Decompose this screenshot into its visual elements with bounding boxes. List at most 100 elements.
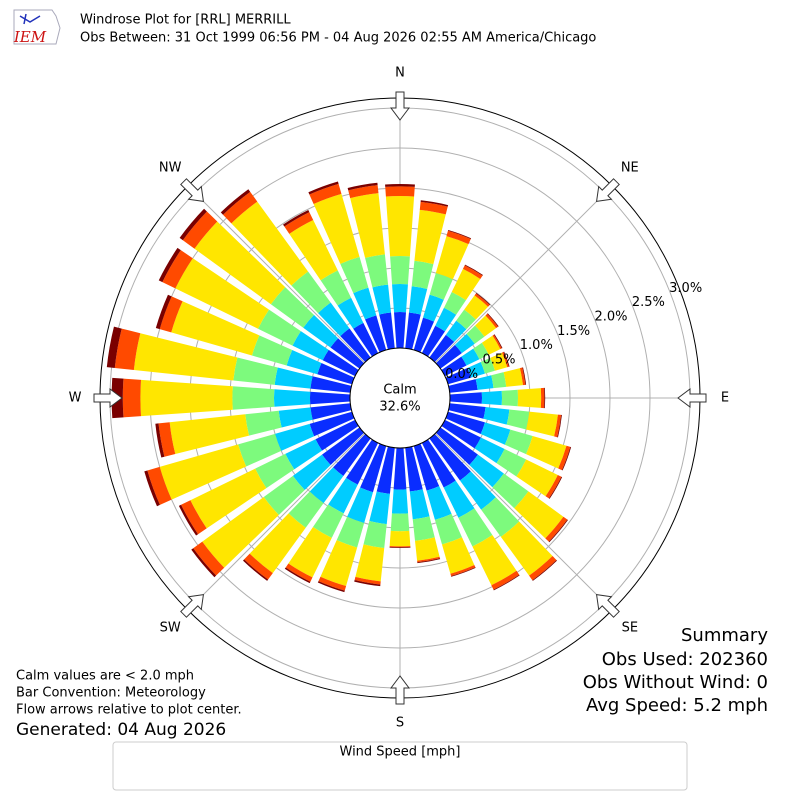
bar-segment [243,559,269,581]
bar-segment [175,258,270,329]
bar-segment [442,537,475,574]
bar-segment [481,335,501,355]
grid-spoke [187,433,365,611]
bar-segment [491,372,507,389]
bar-segment [286,350,322,375]
bar-segment [140,379,233,417]
bar-segment [318,302,350,337]
note: Calm values are < 2.0 mph [16,669,194,684]
flow-arrow [93,388,123,408]
calm-label: Calm [383,383,416,398]
bar-segment [292,331,329,361]
compass-label: NW [159,161,182,176]
bar-segment [448,403,486,419]
flow-arrow [677,388,707,408]
bar-segment [178,504,199,536]
calm-value: 32.6% [379,400,420,415]
bar-segment [544,387,546,409]
bar-segment [379,312,395,350]
bar-segment [385,195,415,257]
chart-subtitle: Obs Between: 31 Oct 1999 06:56 PM - 04 A… [80,31,596,46]
bar-segment [466,325,485,344]
bar-segment [162,250,193,289]
r-tick-label: 2.5% [632,295,665,310]
summary-line: Obs Used: 202360 [602,649,768,670]
bar-segment [289,220,338,281]
bar-segment [526,436,567,469]
r-tick-label: 1.0% [520,338,553,353]
chart-title: Windrose Plot for [RRL] MERRILL [80,13,291,28]
bar-segment [417,556,440,563]
bar-segment [446,230,471,245]
bar-segment [467,362,485,378]
bar-segment [464,264,483,276]
bar-segment [475,292,491,306]
bar-segment [223,191,258,224]
summary-line: Obs Without Wind: 0 [583,672,768,693]
bar-segment [561,446,572,471]
r-tick-label: 0.0% [445,367,478,382]
bar-segment [389,530,411,547]
bar-segment [473,342,489,360]
r-tick-label: 3.0% [669,281,702,296]
bar-segment [472,534,517,586]
bar-segment [491,570,520,590]
bar-segment [365,315,387,353]
bar-segment [421,325,445,357]
compass-label: SW [160,620,181,635]
bar-segment [147,466,172,505]
bar-segment [492,334,502,350]
bar-segment [310,376,352,393]
bar-segment [447,229,472,240]
bar-segment [459,471,496,510]
bar-segment [317,363,355,385]
bar-segment [310,403,352,420]
bar-segment [500,521,553,576]
bar-segment [480,422,511,445]
bar-segment [385,186,415,197]
bar-segment [501,389,519,407]
bar-segment [441,356,467,377]
bar-segment [557,414,562,438]
bar-segment [232,386,275,410]
bar-segment [435,236,469,280]
bar-segment [434,513,462,545]
bar-segment [554,414,562,438]
bar-segment [350,193,385,258]
bar-segment [283,209,310,227]
bar-segment [516,459,558,497]
bar-segment [257,309,301,346]
bar-segment [372,284,392,315]
bar-segment [469,454,504,488]
bar-segment [448,379,478,393]
bar-segment [322,349,359,377]
bar-segment [391,489,409,514]
bar-segment [159,444,247,500]
bar-segment [514,491,564,539]
bar-segment [462,265,483,279]
bar-segment [389,546,411,548]
bar-segment [310,391,351,405]
flow-arrow [390,91,410,121]
bar-segment [347,182,378,191]
bar-segment [182,211,218,249]
flow-arrow [180,593,205,618]
grid-spoke [187,185,365,363]
bar-segment [415,537,440,561]
bar-segment [548,519,568,543]
bar-segment [194,221,286,305]
bar-segment [481,497,520,537]
bar-segment [190,468,267,529]
bar-segment [490,352,508,371]
bar-segment [181,500,207,535]
bar-segment [320,270,352,306]
compass-label: NE [621,161,639,176]
bar-segment [444,291,466,315]
bar-segment [517,388,542,408]
bar-segment [475,315,497,337]
bar-segment [155,423,165,458]
bar-segment [144,470,160,507]
bar-segment [501,351,509,368]
bar-segment [454,333,475,354]
bar-segment [485,313,499,329]
